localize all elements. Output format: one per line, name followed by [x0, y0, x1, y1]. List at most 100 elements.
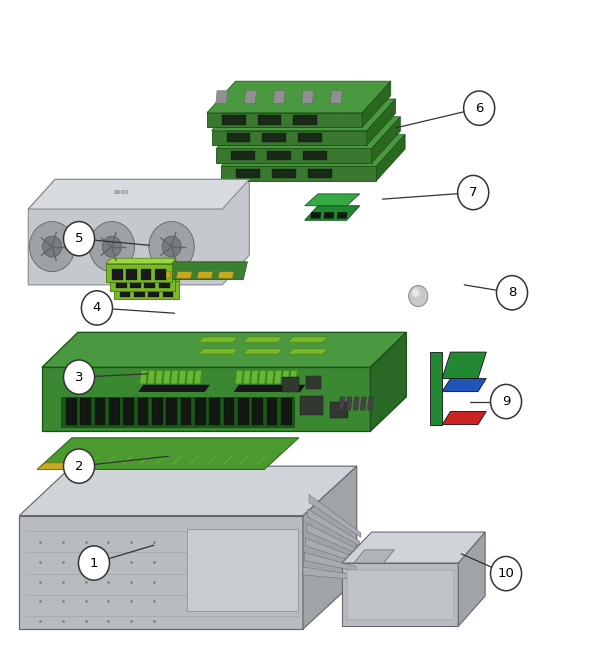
Polygon shape — [308, 509, 360, 546]
Polygon shape — [155, 271, 171, 278]
Polygon shape — [80, 399, 91, 425]
Polygon shape — [195, 399, 206, 425]
Polygon shape — [181, 399, 191, 425]
Polygon shape — [216, 91, 228, 103]
Polygon shape — [311, 213, 321, 218]
Polygon shape — [324, 213, 334, 218]
Polygon shape — [458, 532, 485, 626]
Polygon shape — [126, 269, 137, 279]
Polygon shape — [66, 399, 77, 425]
Polygon shape — [113, 275, 184, 281]
Polygon shape — [176, 271, 192, 278]
Circle shape — [43, 236, 62, 257]
Polygon shape — [298, 133, 322, 142]
Polygon shape — [272, 169, 296, 178]
Polygon shape — [152, 399, 163, 425]
Polygon shape — [140, 371, 147, 384]
Text: 5: 5 — [75, 232, 83, 245]
Polygon shape — [199, 349, 238, 354]
Polygon shape — [28, 179, 249, 209]
Polygon shape — [243, 371, 250, 384]
Polygon shape — [199, 337, 238, 342]
Text: 1: 1 — [90, 557, 98, 569]
Polygon shape — [442, 379, 487, 392]
Polygon shape — [307, 109, 319, 121]
Polygon shape — [266, 371, 274, 384]
Polygon shape — [61, 397, 294, 426]
Text: 4: 4 — [93, 301, 101, 314]
Polygon shape — [37, 438, 299, 469]
Polygon shape — [227, 133, 250, 142]
Text: 9: 9 — [502, 395, 510, 408]
Circle shape — [103, 236, 121, 257]
Polygon shape — [187, 371, 194, 384]
Polygon shape — [259, 144, 271, 157]
Polygon shape — [197, 271, 213, 278]
Polygon shape — [337, 213, 347, 218]
Polygon shape — [305, 194, 360, 206]
Polygon shape — [262, 133, 286, 142]
Polygon shape — [342, 563, 458, 626]
Polygon shape — [140, 269, 151, 279]
Polygon shape — [430, 352, 442, 424]
Polygon shape — [149, 261, 247, 279]
Polygon shape — [267, 151, 291, 160]
Polygon shape — [207, 113, 362, 127]
Polygon shape — [130, 277, 141, 288]
Circle shape — [149, 222, 194, 271]
Polygon shape — [331, 91, 343, 103]
Circle shape — [409, 285, 428, 307]
Polygon shape — [266, 399, 277, 425]
Circle shape — [64, 222, 95, 256]
Polygon shape — [243, 349, 283, 354]
Polygon shape — [306, 376, 321, 389]
Polygon shape — [110, 272, 175, 291]
Circle shape — [491, 557, 521, 591]
Polygon shape — [282, 377, 299, 392]
Polygon shape — [112, 269, 122, 279]
Circle shape — [458, 175, 489, 210]
Polygon shape — [281, 399, 292, 425]
Polygon shape — [290, 371, 297, 384]
Circle shape — [496, 275, 527, 310]
Polygon shape — [194, 371, 202, 384]
Polygon shape — [230, 144, 242, 157]
Polygon shape — [116, 277, 127, 288]
Text: 6: 6 — [475, 102, 484, 115]
Polygon shape — [218, 271, 234, 278]
Polygon shape — [42, 332, 406, 367]
Polygon shape — [224, 399, 235, 425]
Text: OOOO: OOOO — [113, 190, 128, 195]
Polygon shape — [159, 277, 170, 288]
Polygon shape — [316, 144, 328, 157]
Polygon shape — [145, 277, 155, 288]
Polygon shape — [139, 385, 209, 392]
Polygon shape — [19, 516, 303, 629]
Polygon shape — [354, 550, 394, 563]
Polygon shape — [163, 371, 170, 384]
Polygon shape — [442, 411, 487, 424]
Polygon shape — [305, 206, 360, 220]
Polygon shape — [367, 99, 395, 145]
Polygon shape — [187, 529, 298, 611]
Polygon shape — [148, 371, 155, 384]
Polygon shape — [293, 115, 317, 124]
Circle shape — [79, 546, 109, 580]
Polygon shape — [376, 134, 405, 181]
Polygon shape — [311, 126, 323, 139]
Polygon shape — [212, 130, 367, 145]
Polygon shape — [163, 286, 173, 297]
Polygon shape — [300, 396, 323, 415]
Polygon shape — [171, 371, 178, 384]
Polygon shape — [148, 286, 159, 297]
Polygon shape — [238, 399, 248, 425]
Polygon shape — [235, 371, 242, 384]
Polygon shape — [274, 371, 281, 384]
Polygon shape — [106, 258, 176, 263]
Polygon shape — [221, 134, 405, 166]
Polygon shape — [304, 553, 356, 571]
Circle shape — [64, 360, 95, 395]
Polygon shape — [244, 91, 256, 103]
Polygon shape — [370, 332, 406, 431]
Polygon shape — [303, 567, 355, 579]
